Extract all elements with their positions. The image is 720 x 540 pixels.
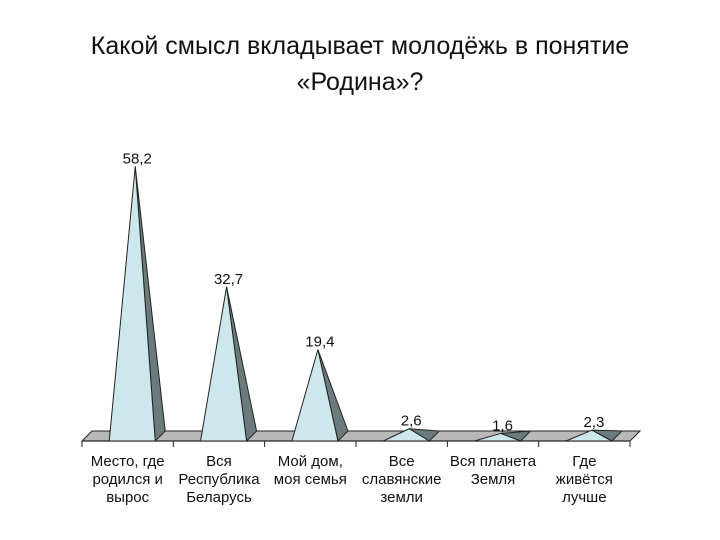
chart-floor-top [80,430,642,442]
x-tick-label: Республика [178,471,260,488]
cone-bar [108,166,156,442]
x-tick-label: родился и [92,471,162,488]
x-tick-label: Где [572,453,596,470]
x-tick-label: Вся планета [450,453,537,470]
cone-bar [474,432,521,442]
x-tick-label: Беларусь [186,489,252,506]
cone-bar [199,286,248,442]
x-tick-label: моя семья [274,471,347,488]
cone-bar [291,349,339,442]
x-tick-label: Мой дом, [278,453,343,470]
data-label: 32,7 [214,271,243,288]
cone-bar [383,428,432,442]
chart-title-line-1: Какой смысл вкладывает молодёжь в поняти… [90,32,630,60]
data-label: 1,6 [492,417,513,434]
x-tick-label: земли [380,489,423,506]
x-tick-label: Земля [471,471,516,488]
data-label: 2,6 [401,413,422,430]
x-tick-label: лучше [562,489,606,506]
chart-title-line-2: «Родина»? [296,68,424,96]
x-tick-label: вырос [106,489,149,506]
x-tick-label: славянские [362,471,442,488]
data-label: 58,2 [123,150,152,167]
data-label: 2,3 [583,414,604,431]
x-tick-label: живётся [556,471,613,488]
x-tick-label: Вся [206,453,232,470]
data-label: 19,4 [305,333,334,350]
x-tick-label: Все [389,453,415,470]
chart-title: Какой смысл вкладывает молодёжь в поняти… [0,28,720,100]
x-tick-label: Место, где [91,453,165,470]
cone-bar [565,429,613,442]
